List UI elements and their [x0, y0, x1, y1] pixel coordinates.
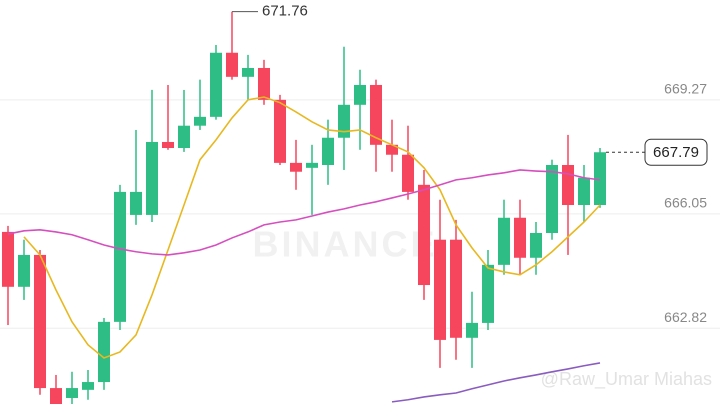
high-label: 671.76	[262, 3, 308, 20]
candle-body	[386, 144, 398, 155]
candle-body	[466, 322, 478, 338]
candle-body	[434, 239, 446, 340]
moving-average-line	[7, 169, 601, 256]
candle-body	[594, 152, 606, 206]
y-tick-label: 666.05	[664, 195, 707, 211]
y-tick-label: 662.82	[664, 309, 707, 325]
candle-body	[82, 382, 94, 390]
candle-body	[66, 388, 78, 398]
candle-body	[50, 388, 62, 404]
candle-body	[418, 184, 430, 286]
candle-body	[482, 264, 494, 323]
candle-body	[18, 254, 30, 287]
candle-body	[178, 125, 190, 149]
last-price-label: 667.79	[653, 144, 699, 161]
candle-body	[146, 141, 158, 215]
moving-average-line	[391, 362, 601, 403]
candle-body	[34, 254, 46, 389]
candle-body	[290, 162, 302, 172]
candle-body	[354, 84, 366, 105]
candle-body	[194, 116, 206, 126]
candle-body	[578, 177, 590, 206]
candle-body	[338, 104, 350, 138]
candle-body	[226, 52, 238, 77]
candle-body	[242, 67, 254, 77]
candle-body	[514, 217, 526, 258]
candle-body	[402, 154, 414, 192]
candle-body	[210, 52, 222, 117]
candle-body	[530, 232, 542, 258]
candle-body	[546, 164, 558, 233]
candle-body	[162, 141, 174, 149]
candle-body	[2, 231, 14, 287]
candle-body	[322, 137, 334, 165]
last-price-box	[644, 138, 708, 166]
candle-body	[450, 239, 462, 338]
candle-body	[274, 99, 286, 163]
credit: @Raw_Umar Miahas	[541, 369, 712, 390]
candle-body	[562, 164, 574, 206]
candle-body	[370, 84, 382, 145]
watermark: BINANCE	[252, 224, 437, 265]
candle-body	[306, 162, 318, 168]
candle-body	[114, 191, 126, 322]
candle-body	[258, 67, 270, 100]
moving-average-line	[23, 96, 601, 359]
y-tick-label: 669.27	[664, 81, 707, 97]
candle-body	[130, 191, 142, 215]
candle-body	[98, 321, 110, 383]
candle-body	[498, 217, 510, 265]
